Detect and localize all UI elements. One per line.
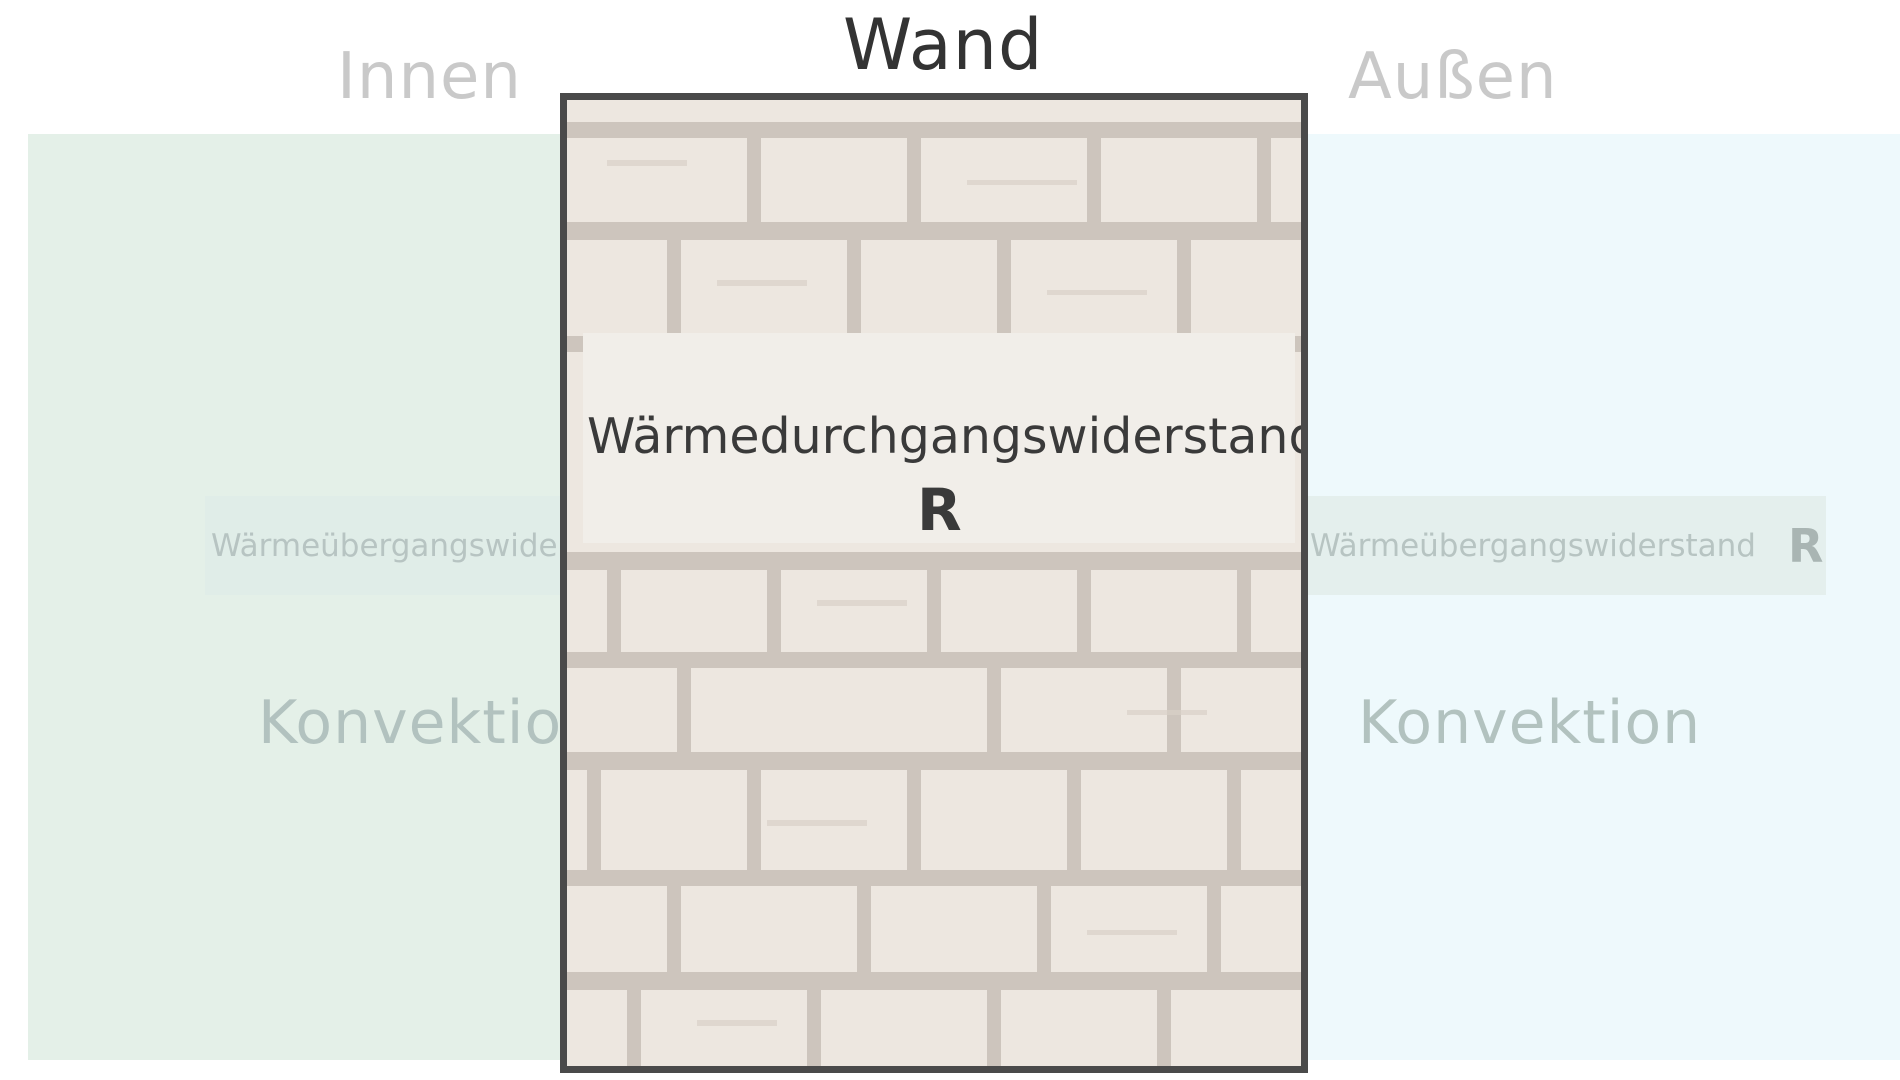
inside-resistance-label: Wärmeübergangswiderstand bbox=[205, 496, 581, 595]
outside-heading: Außen bbox=[1348, 40, 1558, 114]
outside-zone bbox=[1305, 134, 1900, 1060]
wall-resistance-symbol: R bbox=[917, 476, 962, 544]
brick-texture bbox=[567, 100, 1301, 1066]
wall-heading: Wand bbox=[843, 4, 1044, 86]
outside-resistance-text: Wärmeübergangswiderstand bbox=[1310, 527, 1756, 564]
inside-heading: Innen bbox=[337, 40, 522, 114]
outside-convection-label: Konvektion bbox=[1358, 688, 1702, 758]
inside-zone bbox=[28, 134, 568, 1060]
wall-resistance-label: Wärmedurchgangswiderstand bbox=[587, 408, 1308, 465]
inside-resistance-text: Wärmeübergangswiderstand bbox=[211, 527, 581, 564]
wall-label-background bbox=[583, 333, 1295, 543]
inside-convection-label: Konvektion bbox=[258, 688, 602, 758]
outside-resistance-label: Wärmeübergangswiderstand Rse bbox=[1306, 496, 1826, 595]
wall-block: Wärmedurchgangswiderstand R bbox=[560, 93, 1308, 1073]
outside-resistance-symbol: R bbox=[1787, 518, 1824, 573]
